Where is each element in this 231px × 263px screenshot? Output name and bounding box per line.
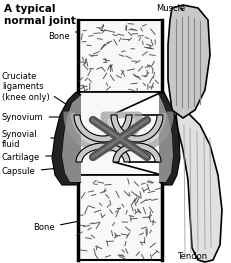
Polygon shape xyxy=(76,143,129,162)
Text: Synovium: Synovium xyxy=(2,113,63,122)
Polygon shape xyxy=(110,115,162,142)
Polygon shape xyxy=(52,92,81,185)
Polygon shape xyxy=(78,175,161,260)
Text: Cruciate
ligaments
(knee only): Cruciate ligaments (knee only) xyxy=(2,72,49,102)
Polygon shape xyxy=(175,110,221,262)
Polygon shape xyxy=(158,95,172,182)
Text: Muscle: Muscle xyxy=(155,4,184,13)
Polygon shape xyxy=(75,92,161,141)
Text: Tendon: Tendon xyxy=(176,252,206,261)
Polygon shape xyxy=(62,95,81,182)
Text: A typical
normal joint: A typical normal joint xyxy=(4,4,76,26)
Polygon shape xyxy=(158,92,179,185)
Polygon shape xyxy=(77,144,161,175)
Polygon shape xyxy=(74,115,131,142)
Text: Synovial
fluid: Synovial fluid xyxy=(2,130,37,149)
Text: Capsule: Capsule xyxy=(2,168,57,176)
Polygon shape xyxy=(112,143,160,162)
Text: Bone: Bone xyxy=(33,216,107,232)
Text: Bone: Bone xyxy=(48,23,115,41)
Polygon shape xyxy=(167,5,209,118)
Text: Cartilage: Cartilage xyxy=(2,153,73,161)
Polygon shape xyxy=(78,20,161,92)
